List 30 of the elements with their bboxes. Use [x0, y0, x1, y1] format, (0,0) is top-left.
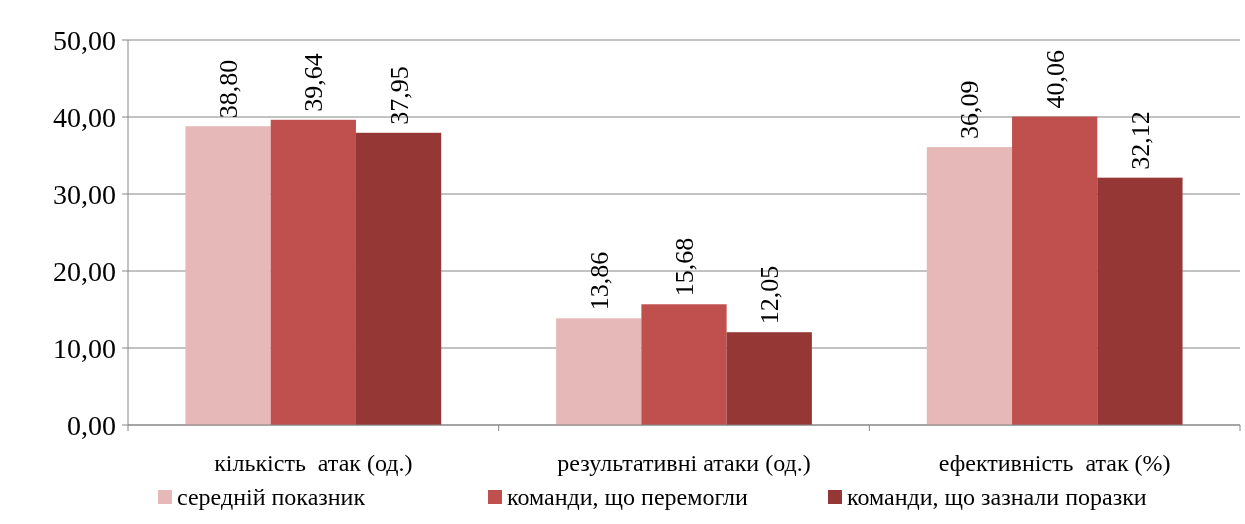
legend-label: команди, що зазнали поразки	[847, 484, 1147, 510]
bar	[726, 332, 812, 425]
y-tick-label: 0,00	[67, 409, 116, 441]
bar	[1097, 177, 1183, 425]
legend-label: команди, що перемогли	[507, 484, 748, 510]
y-tick-label: 20,00	[53, 255, 116, 287]
data-label: 39,64	[299, 53, 329, 112]
legend-label: середній показник	[177, 484, 366, 510]
y-tick-label: 40,00	[53, 101, 116, 133]
data-label: 32,12	[1125, 111, 1155, 170]
x-tick-label: результативні атаки (од.)	[557, 450, 811, 476]
y-tick-label: 30,00	[53, 178, 116, 210]
bar	[556, 318, 642, 425]
x-tick-label: кількість атак (од.)	[214, 450, 413, 476]
data-label: 13,86	[584, 251, 614, 311]
bar	[641, 304, 727, 425]
data-label: 38,80	[214, 59, 244, 119]
data-label: 40,06	[1040, 50, 1070, 109]
bar	[270, 119, 356, 425]
bar	[926, 147, 1013, 425]
data-label: 37,95	[384, 66, 414, 125]
data-label: 15,68	[670, 237, 699, 297]
data-label: 12,05	[755, 265, 785, 325]
x-tick-label: ефективність атак (%)	[938, 450, 1171, 476]
data-label: 36,09	[955, 80, 985, 140]
bar	[185, 126, 271, 425]
y-tick-label: 10,00	[53, 332, 116, 364]
bar	[355, 132, 442, 425]
y-tick-label: 50,00	[53, 24, 116, 56]
bar	[1012, 116, 1098, 425]
